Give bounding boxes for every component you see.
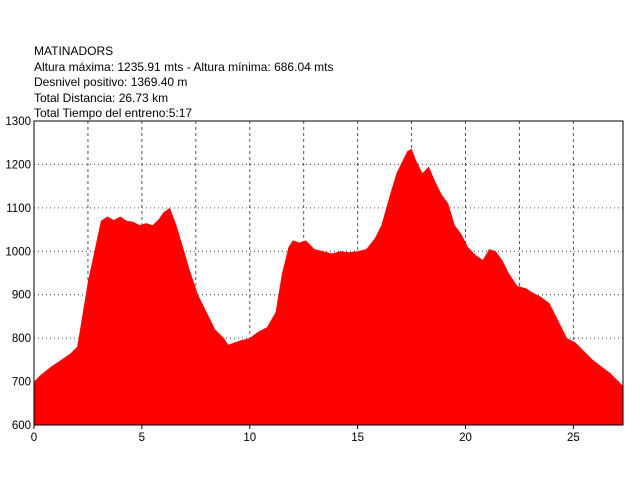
y-axis-ticks: 600 700 800 900 1000 1100 1200 1300 bbox=[5, 116, 31, 432]
x-tick-label: 10 bbox=[243, 432, 256, 444]
x-axis-ticks: 0 5 10 15 20 25 bbox=[31, 425, 580, 444]
y-tick-label: 1300 bbox=[5, 116, 31, 128]
x-tick-label: 5 bbox=[139, 432, 145, 444]
y-tick-label: 1000 bbox=[5, 246, 31, 258]
y-tick-label: 900 bbox=[12, 290, 31, 302]
elevation-area bbox=[34, 148, 623, 426]
y-tick-label: 700 bbox=[12, 377, 31, 389]
altitude-range: Altura máxima: 1235.91 mts - Altura míni… bbox=[34, 59, 334, 74]
y-tick-label: 1100 bbox=[6, 203, 31, 215]
route-name: MATINADORS bbox=[34, 44, 114, 58]
elevation-gain: Desnivel positivo: 1369.40 m bbox=[34, 75, 188, 89]
y-tick-label: 600 bbox=[12, 420, 31, 432]
x-tick-label: 25 bbox=[567, 432, 580, 444]
y-tick-label: 1200 bbox=[5, 159, 31, 171]
total-distance: Total Distancia: 26.73 km bbox=[34, 90, 169, 105]
route-info: MATINADORS Altura máxima: 1235.91 mts - … bbox=[34, 44, 333, 122]
y-tick-label: 800 bbox=[12, 333, 31, 345]
x-tick-label: 0 bbox=[31, 432, 37, 444]
x-tick-label: 15 bbox=[351, 432, 364, 444]
x-tick-label: 20 bbox=[459, 432, 472, 444]
total-time: Total Tiempo del entreno:5:17 bbox=[34, 106, 193, 120]
plot-frame bbox=[33, 120, 624, 426]
